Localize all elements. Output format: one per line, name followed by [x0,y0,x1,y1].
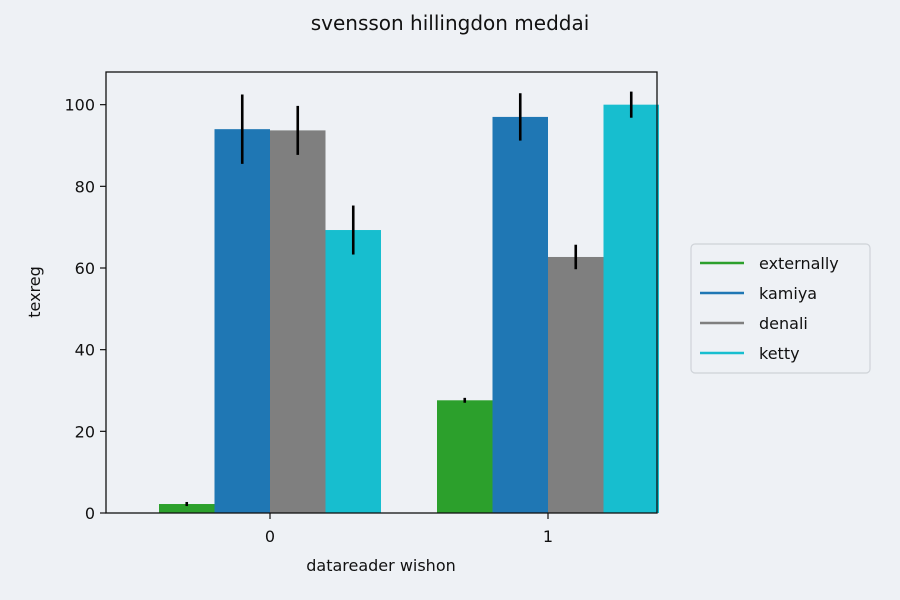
x-tick-label: 1 [543,527,553,546]
legend-label-externally: externally [759,254,839,273]
bar-ketty-0 [325,230,381,513]
y-axis-label: texreg [25,266,44,318]
x-axis-label: datareader wishon [306,556,456,575]
bars-layer [159,104,659,514]
bar-kamiya-0 [214,129,270,513]
legend-label-kamiya: kamiya [759,284,817,303]
bar-kamiya-1 [492,116,548,514]
bar-denali-0 [270,130,326,513]
bar-ketty-1 [603,104,659,514]
y-tick-label: 80 [75,177,95,196]
y-tick-label: 0 [85,504,95,523]
y-tick-label: 40 [75,341,95,360]
x-tick-label: 0 [265,527,275,546]
bar-externally-0 [159,504,215,513]
legend: externally kamiya denali ketty [690,243,871,374]
y-tick-label: 20 [75,422,95,441]
y-axis-ticks: 0 20 40 60 80 100 [64,96,106,523]
bar-denali-1 [548,256,604,513]
y-tick-label: 100 [64,96,95,115]
legend-box [690,243,871,374]
plot-frame [105,71,658,514]
errorbars-layer [185,91,633,507]
legend-label-ketty: ketty [759,344,800,363]
bar-externally-1 [437,400,493,513]
y-tick-label: 60 [75,259,95,278]
chart-title: svensson hillingdon meddai [311,11,590,35]
legend-label-denali: denali [759,314,808,333]
